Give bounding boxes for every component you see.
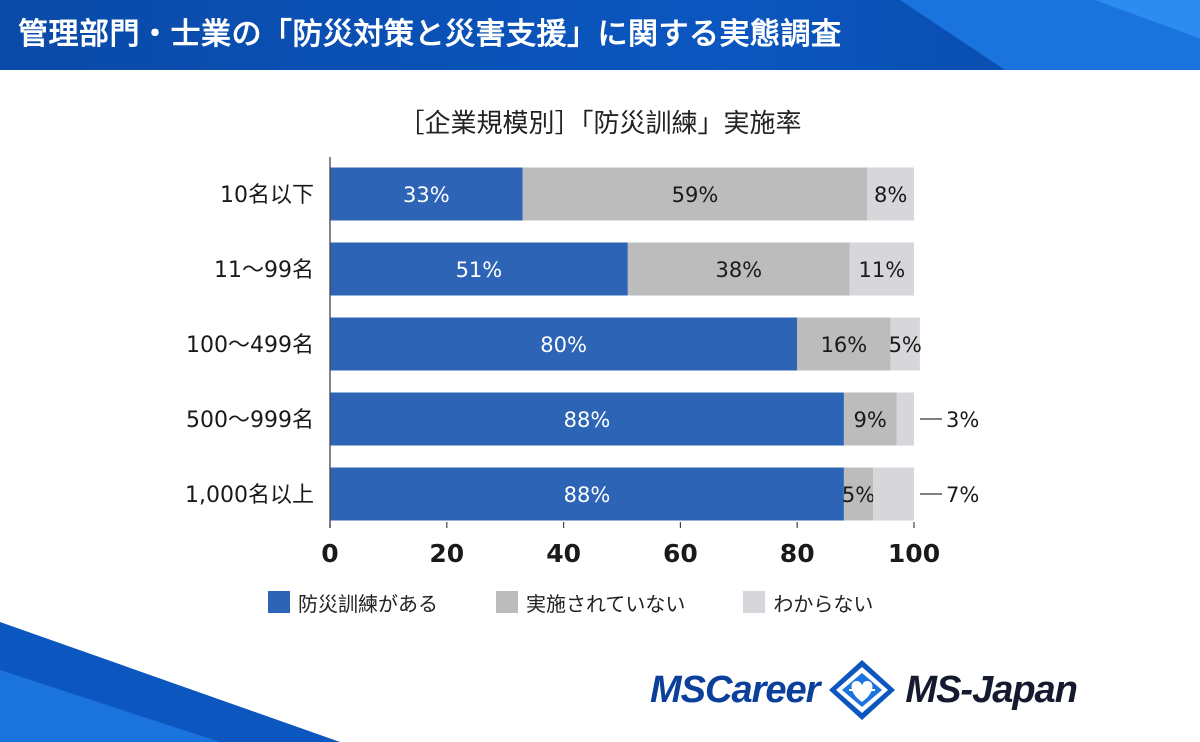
legend-swatch: [496, 591, 518, 613]
x-tick-label: 40: [546, 539, 581, 568]
data-label: 9%: [854, 408, 887, 432]
category-label: 10名以下: [220, 183, 314, 208]
legend-label: 実施されていない: [526, 591, 686, 616]
bar-segment: [873, 467, 914, 521]
bar-segment: [867, 167, 914, 221]
bar-segment: [896, 392, 914, 446]
bar-segment: [522, 167, 868, 221]
data-label: 3%: [946, 408, 979, 432]
x-tick-label: 100: [888, 539, 940, 568]
legend-swatch: [743, 591, 766, 613]
data-label: 5%: [842, 483, 875, 507]
category-label: 11～99名: [214, 258, 314, 283]
legend-item: わからない: [743, 588, 873, 617]
x-tick-label: 0: [321, 539, 338, 568]
bar-segment: [330, 317, 798, 371]
bar-segment: [330, 167, 523, 221]
bar-segment: [330, 392, 844, 446]
mscareer-logo: MSCareer: [650, 668, 820, 711]
data-label: 88%: [564, 408, 611, 432]
diamond-heart-logo-icon: [829, 660, 896, 720]
bar-segment: [843, 467, 874, 521]
data-label: 5%: [889, 333, 922, 357]
category-label: 100～499名: [186, 333, 314, 358]
data-label: 80%: [540, 333, 587, 357]
data-label: 38%: [715, 258, 762, 282]
data-label: 51%: [456, 258, 503, 282]
bar-segment: [627, 242, 850, 296]
data-label: 33%: [403, 183, 450, 207]
data-label: 8%: [874, 183, 907, 207]
legend-label: 防災訓練がある: [298, 591, 438, 616]
bar-segment: [843, 392, 897, 446]
bar-segment: [890, 317, 920, 371]
chart-title: ［企業規模別］「防災訓練」実施率: [398, 109, 802, 139]
x-tick-label: 60: [663, 539, 698, 568]
data-label: 88%: [564, 483, 611, 507]
legend-item: 防災訓練がある: [268, 588, 438, 617]
legend-swatch: [268, 591, 290, 613]
data-label: 16%: [821, 333, 868, 357]
bar-segment: [330, 242, 628, 296]
x-tick-label: 80: [780, 539, 815, 568]
bar-segment: [330, 467, 844, 521]
legend-item: 実施されていない: [496, 588, 685, 617]
data-label: 59%: [672, 183, 719, 207]
chart-legend: 防災訓練がある 実施されていない わからない: [268, 587, 931, 617]
header-bar: 管理部門・士業の「防災対策と災害支援」に関する実態調査: [0, 0, 1200, 70]
page-title: 管理部門・士業の「防災対策と災害支援」に関する実態調査: [18, 17, 842, 52]
category-label: 1,000名以上: [185, 483, 314, 508]
legend-label: わからない: [773, 591, 874, 616]
bar-segment: [797, 317, 891, 371]
logo-area: MSCareer MS-Japan: [650, 655, 1078, 725]
x-tick-label: 20: [429, 539, 464, 568]
data-label: 7%: [946, 483, 979, 507]
data-label: 11%: [859, 258, 906, 282]
category-label: 500～999名: [186, 408, 314, 433]
bar-segment: [849, 242, 914, 296]
msjapan-logo: MS-Japan: [905, 668, 1077, 711]
